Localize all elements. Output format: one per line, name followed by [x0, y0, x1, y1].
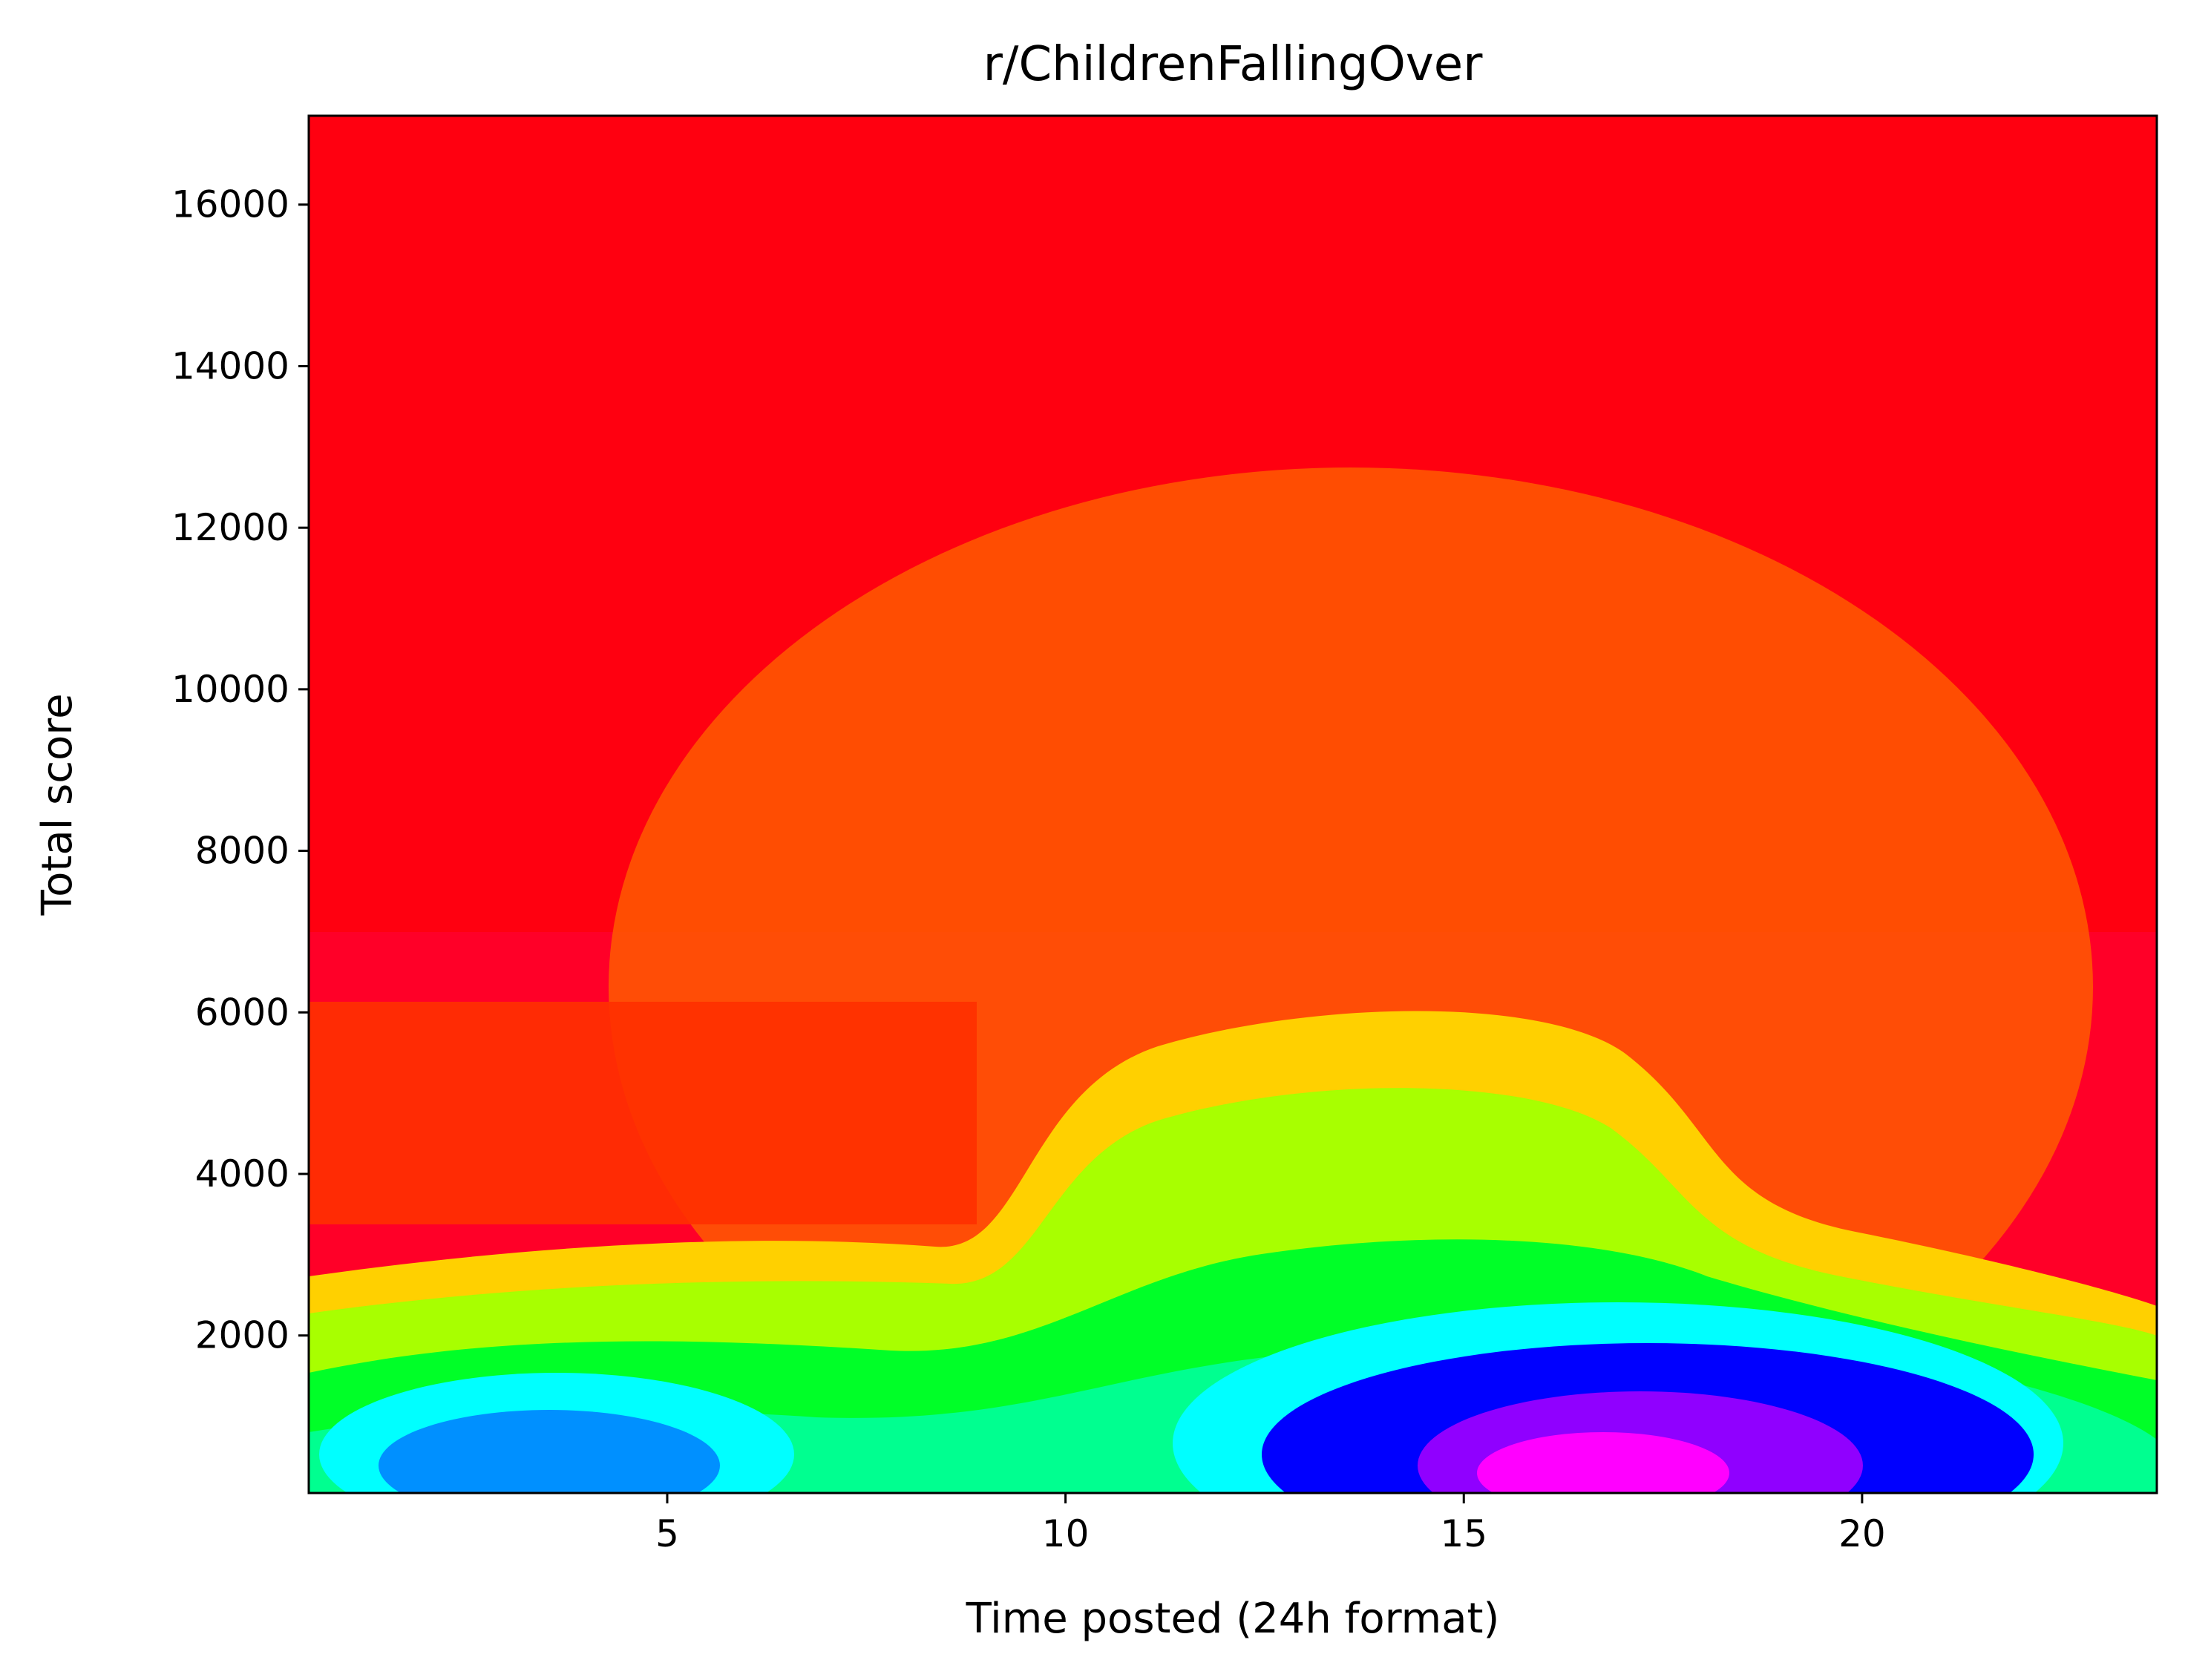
- x-tick-label: 20: [1838, 1512, 1886, 1555]
- y-axis-ticks: 2000 4000 6000 8000 10000 12000 14000 16000: [171, 183, 309, 1357]
- y-tick-label: 8000: [195, 830, 289, 873]
- heat-band-lower-left: [309, 1002, 977, 1224]
- plot-area: [307, 114, 2158, 1494]
- x-tick-label: 5: [655, 1512, 679, 1555]
- x-tick-label: 15: [1440, 1512, 1487, 1555]
- plot-frame: [307, 114, 2158, 1494]
- x-axis-label: Time posted (24h format): [966, 1595, 1500, 1643]
- x-tick-label: 10: [1042, 1512, 1090, 1555]
- y-tick-label: 12000: [171, 506, 289, 549]
- y-tick-label: 14000: [171, 344, 289, 387]
- y-tick-label: 2000: [195, 1314, 289, 1357]
- y-tick-label: 16000: [171, 183, 289, 226]
- heatmap-image: [309, 116, 2157, 1493]
- y-tick-label: 4000: [195, 1152, 289, 1195]
- x-axis-ticks: 5 10 15 20: [655, 1493, 1886, 1555]
- heat-blob-left-core: [379, 1410, 720, 1493]
- heat-blob-right-magenta: [1477, 1432, 1729, 1493]
- chart-title: r/ChildrenFallingOver: [983, 37, 1483, 92]
- y-axis-label: Total score: [33, 693, 82, 916]
- y-tick-label: 6000: [195, 991, 289, 1034]
- y-tick-label: 10000: [171, 668, 289, 711]
